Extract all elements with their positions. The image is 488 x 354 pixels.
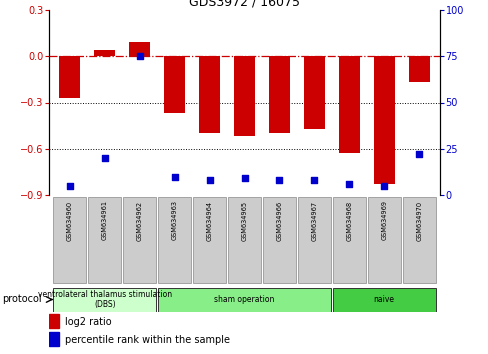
Text: log2 ratio: log2 ratio [64,317,111,327]
Bar [338,56,359,153]
Text: GSM634961: GSM634961 [102,200,107,240]
Text: sham operation: sham operation [214,295,274,304]
FancyBboxPatch shape [88,197,121,283]
Text: GSM634966: GSM634966 [276,200,282,240]
Point [136,53,143,59]
Title: GDS3972 / 16075: GDS3972 / 16075 [189,0,299,9]
Point [101,155,108,161]
Text: naive: naive [373,295,394,304]
Text: GSM634963: GSM634963 [171,200,177,240]
Text: GSM634967: GSM634967 [311,200,317,240]
Bar [129,42,150,56]
Point [310,177,318,183]
Bar [199,56,220,133]
Bar [268,56,289,133]
Point [66,183,74,189]
FancyBboxPatch shape [297,197,330,283]
FancyBboxPatch shape [158,197,191,283]
Text: protocol: protocol [2,295,42,304]
Bar [303,56,324,129]
Point [205,177,213,183]
Text: GSM634964: GSM634964 [206,200,212,240]
FancyBboxPatch shape [53,287,156,312]
Point [240,176,248,181]
FancyBboxPatch shape [263,197,295,283]
FancyBboxPatch shape [332,197,365,283]
FancyBboxPatch shape [193,197,225,283]
Text: GSM634969: GSM634969 [381,200,386,240]
Bar [408,56,429,82]
Text: GSM634960: GSM634960 [67,200,73,240]
Point [275,177,283,183]
Text: GSM634965: GSM634965 [241,200,247,240]
Point [380,183,387,189]
Point [345,181,352,187]
Bar [59,56,80,98]
Bar [373,56,394,184]
Bar [49,314,59,329]
FancyBboxPatch shape [158,287,330,312]
Text: ventrolateral thalamus stimulation
(DBS): ventrolateral thalamus stimulation (DBS) [38,290,171,309]
Bar [164,56,185,113]
FancyBboxPatch shape [402,197,435,283]
Bar [94,50,115,56]
Point [414,152,422,157]
Bar [234,56,254,136]
Text: GSM634970: GSM634970 [415,200,421,240]
Text: GSM634962: GSM634962 [137,200,142,240]
FancyBboxPatch shape [367,197,400,283]
FancyBboxPatch shape [227,197,261,283]
Bar [49,332,59,347]
FancyBboxPatch shape [123,197,156,283]
Text: GSM634968: GSM634968 [346,200,351,240]
FancyBboxPatch shape [332,287,435,312]
FancyBboxPatch shape [53,197,86,283]
Text: percentile rank within the sample: percentile rank within the sample [64,335,229,345]
Point [170,174,178,179]
